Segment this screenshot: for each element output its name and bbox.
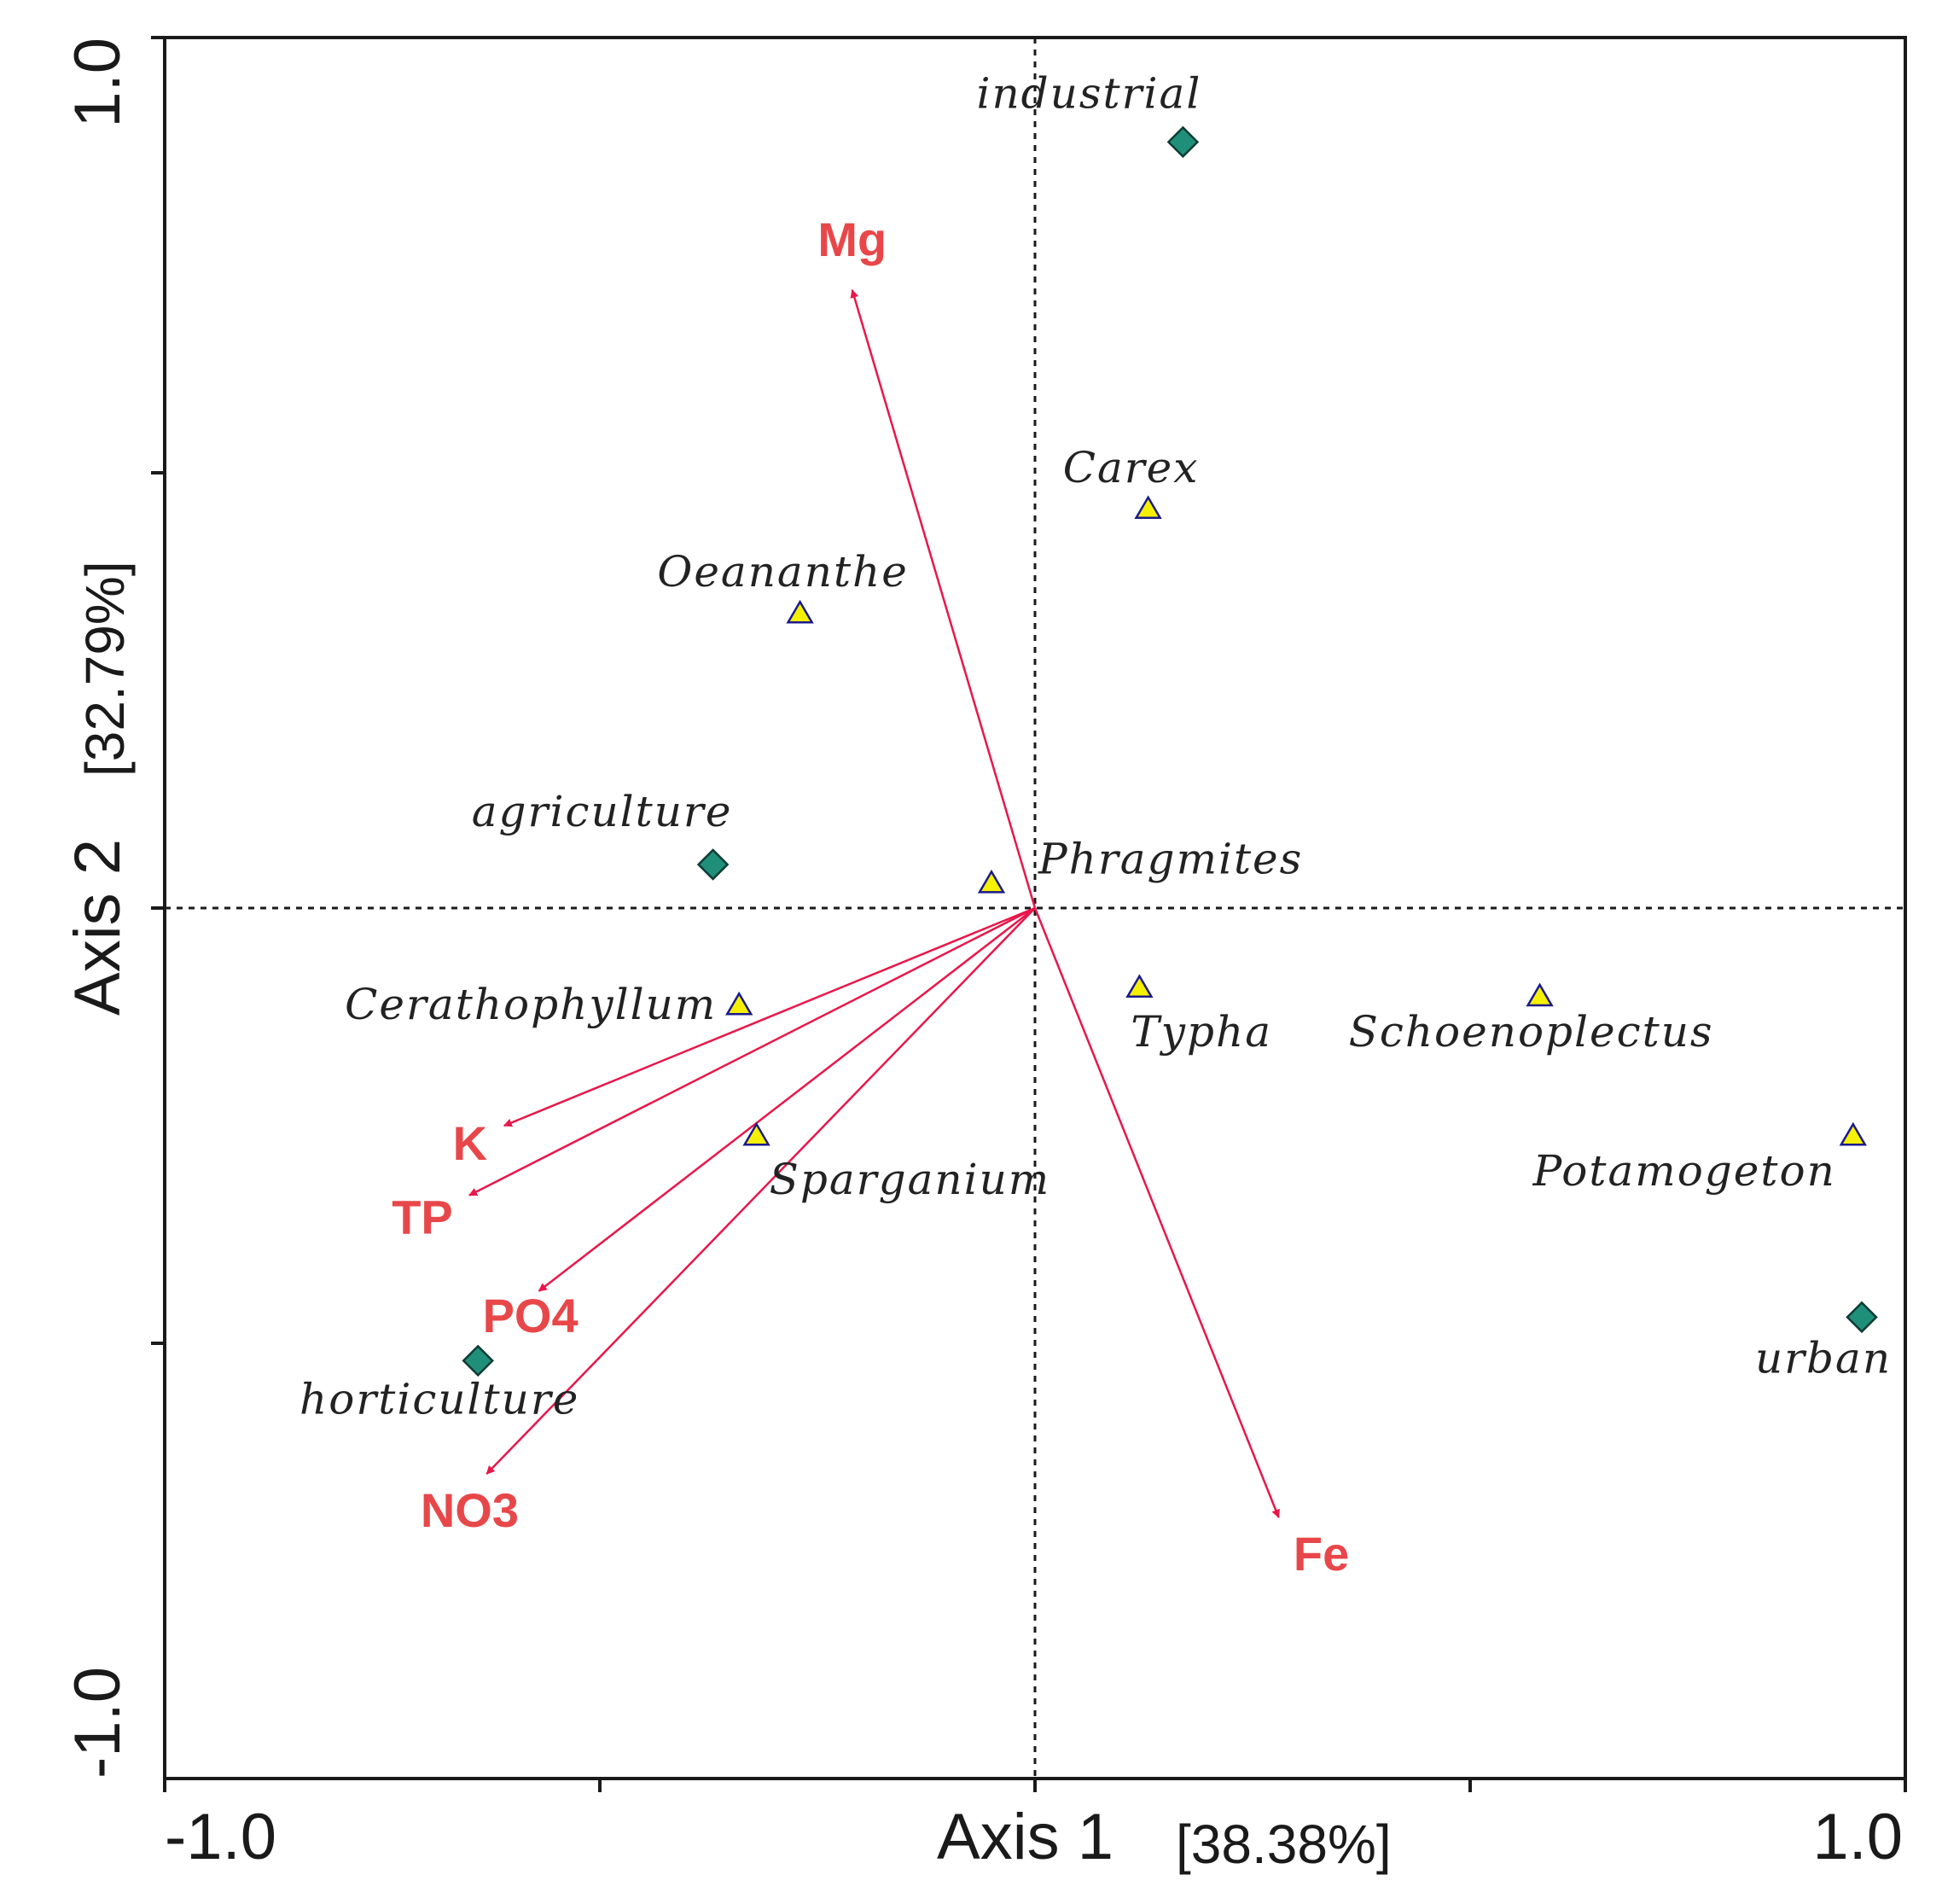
environmental-vectors	[468, 288, 1280, 1518]
landuse-marker-urban	[1846, 1301, 1878, 1334]
tick-marks	[151, 36, 1907, 1792]
x-axis-title: Axis 1	[937, 1801, 1113, 1873]
species-label-oeananthe: Oeananthe	[657, 547, 909, 597]
landuse-marker-industrial	[1166, 125, 1200, 159]
species-marker-carex	[1134, 495, 1162, 520]
landuse-label-horticulture: horticulture	[299, 1374, 579, 1424]
vector-label-no3: NO3	[421, 1483, 519, 1537]
species-label-cerathophyllum: Cerathophyllum	[345, 980, 717, 1029]
vector-arrow-mg	[850, 288, 1037, 909]
species-marker-schoenoplectus	[1526, 982, 1554, 1007]
vector-label-fe: Fe	[1294, 1527, 1349, 1581]
landuse-label-agriculture: agriculture	[472, 787, 733, 836]
x-tick-label-min: -1.0	[165, 1801, 276, 1873]
species-marker-sparganium	[742, 1121, 770, 1146]
landuse-label-urban: urban	[1755, 1333, 1892, 1383]
species-marker-phragmites	[977, 869, 1006, 894]
vector-label-po4: PO4	[483, 1289, 579, 1342]
species-marker-potamogeton	[1839, 1121, 1867, 1146]
vector-arrow-tp	[468, 906, 1036, 1197]
species-marker-oeananthe	[786, 599, 814, 624]
vector-arrow-no3	[486, 907, 1036, 1475]
ordination-points	[462, 125, 1878, 1377]
x-axis-variance: [38.38%]	[1176, 1814, 1392, 1875]
y-tick-label-min: -1.0	[61, 1667, 134, 1779]
species-label-schoenoplectus: Schoenoplectus	[1349, 1007, 1714, 1057]
y-tick-label-max: 1.0	[61, 38, 134, 128]
species-label-sparganium: Sparganium	[770, 1155, 1051, 1204]
vector-arrow-k	[503, 906, 1036, 1127]
species-marker-cerathophyllum	[725, 991, 753, 1016]
y-axis-title: Axis 2	[61, 839, 134, 1016]
species-label-potamogeton: Potamogeton	[1532, 1146, 1836, 1196]
x-tick-label-max: 1.0	[1812, 1801, 1903, 1873]
vector-label-tp: TP	[392, 1191, 453, 1244]
landuse-label-industrial: industrial	[976, 68, 1201, 118]
point-labels: Mg KTP PO4 NO3 Fe Carex Oeananthe Phragmites Cer…	[299, 68, 1892, 1581]
species-marker-typha	[1125, 974, 1154, 999]
vector-arrow-po4	[538, 907, 1036, 1292]
vector-arrow-fe	[1033, 907, 1280, 1518]
vector-label-k: K	[453, 1116, 487, 1170]
landuse-marker-agriculture	[696, 848, 730, 881]
landuse-marker-horticulture	[462, 1344, 494, 1377]
species-label-typha: Typha	[1131, 1007, 1272, 1057]
y-axis-variance: [32.79%]	[74, 561, 136, 777]
species-label-phragmites: Phragmites	[1038, 834, 1303, 883]
vector-label-mg: Mg	[817, 213, 887, 266]
species-label-carex: Carex	[1063, 443, 1200, 492]
